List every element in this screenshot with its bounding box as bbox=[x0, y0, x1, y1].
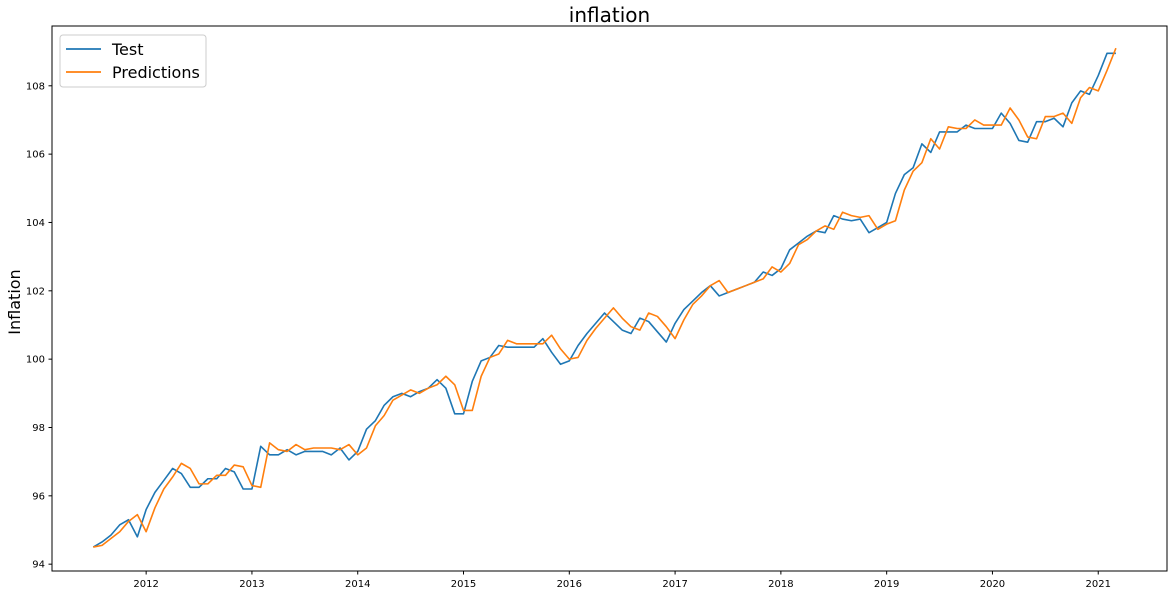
x-tick-label: 2021 bbox=[1086, 579, 1111, 590]
x-tick-label: 2014 bbox=[345, 579, 370, 590]
y-tick-label: 108 bbox=[26, 81, 45, 92]
legend-label-predictions: Predictions bbox=[112, 63, 200, 82]
y-tick-label: 98 bbox=[32, 423, 45, 434]
legend: Test Predictions bbox=[59, 34, 207, 88]
x-tick-label: 2016 bbox=[557, 579, 582, 590]
y-axis: 94 96 98 100 102 104 106 108 bbox=[26, 81, 52, 571]
y-tick-label: 106 bbox=[26, 150, 45, 161]
y-tick-label: 96 bbox=[32, 491, 45, 502]
x-tick-label: 2018 bbox=[768, 579, 793, 590]
x-tick-label: 2013 bbox=[239, 579, 264, 590]
legend-label-test: Test bbox=[111, 40, 144, 59]
y-axis-label: Inflation bbox=[5, 269, 24, 334]
x-axis: 2012 2013 2014 2015 2016 2017 2018 2019 2020 2021 bbox=[133, 571, 1111, 590]
x-tick-label: 2012 bbox=[133, 579, 158, 590]
y-tick-label: 94 bbox=[32, 560, 45, 571]
x-tick-label: 2020 bbox=[980, 579, 1005, 590]
legend-box bbox=[59, 34, 207, 88]
series-layer bbox=[92, 47, 1117, 548]
y-tick-label: 104 bbox=[26, 218, 45, 229]
x-tick-label: 2015 bbox=[451, 579, 476, 590]
chart-title: inflation bbox=[569, 3, 650, 27]
x-tick-label: 2019 bbox=[874, 579, 899, 590]
plot-frame bbox=[51, 25, 1168, 572]
x-tick-label: 2017 bbox=[662, 579, 687, 590]
series-line-predictions bbox=[93, 47, 1117, 548]
y-tick-label: 102 bbox=[26, 286, 45, 297]
y-tick-label: 100 bbox=[26, 355, 45, 366]
series-line-test bbox=[92, 52, 1116, 548]
